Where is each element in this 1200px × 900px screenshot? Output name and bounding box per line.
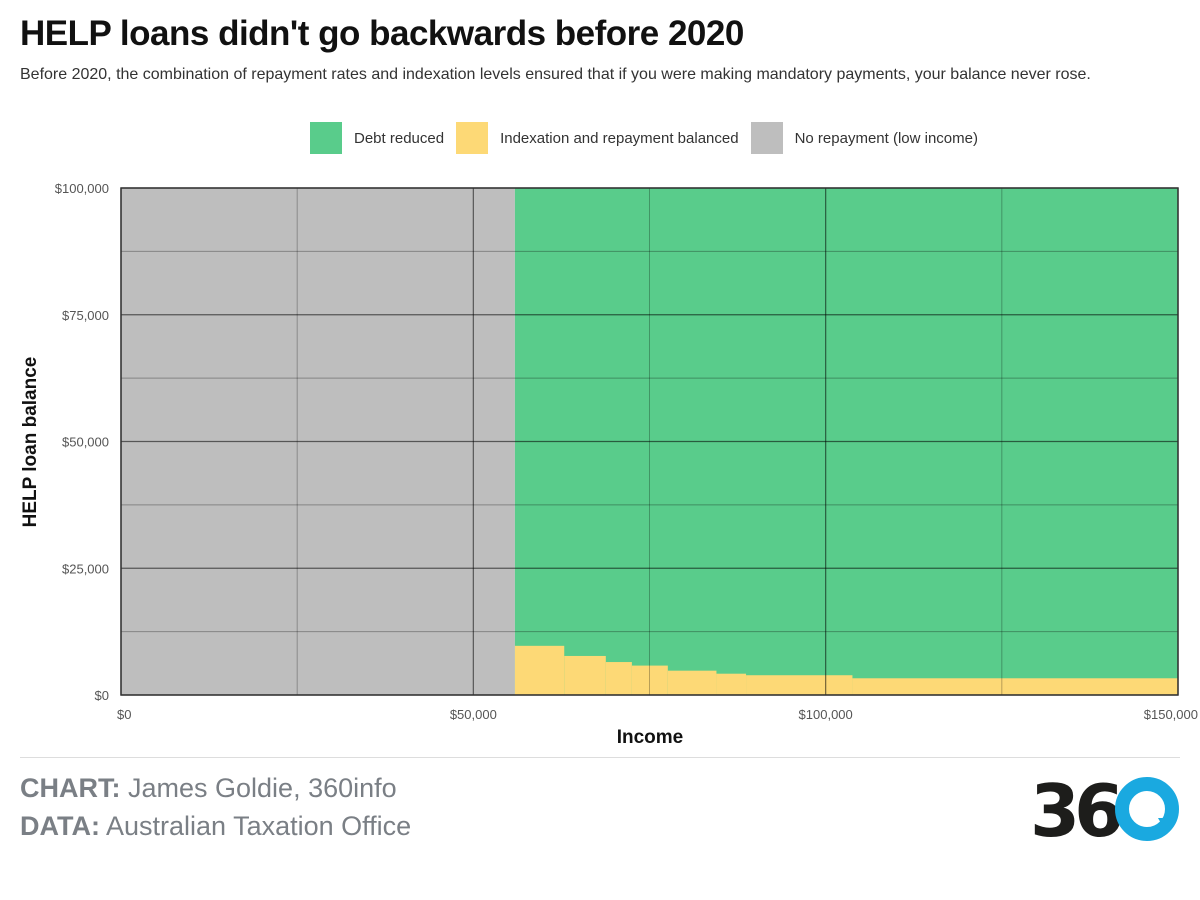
y-tick-label-2: $50,000 bbox=[62, 435, 109, 450]
balanced-step-3 bbox=[631, 665, 668, 695]
chart-title: HELP loans didn't go backwards before 20… bbox=[20, 14, 744, 53]
footer-divider bbox=[20, 757, 1180, 758]
legend-item-debt-reduced: Debt reduced bbox=[310, 122, 444, 154]
y-tick-label-1: $25,000 bbox=[62, 561, 109, 576]
legend-swatch-no-repayment bbox=[750, 122, 783, 154]
credit-chart: CHART: James Goldie, 360info bbox=[20, 773, 397, 804]
x-axis-ticks: $0 $50,000 $100,000 $150,000 bbox=[117, 707, 1198, 722]
credit-data-value: Australian Taxation Office bbox=[99, 811, 412, 841]
y-tick-label-4: $100,000 bbox=[55, 181, 109, 196]
legend-item-balanced: Indexation and repayment balanced bbox=[456, 122, 739, 154]
balanced-step-4 bbox=[667, 670, 717, 695]
x-tick-label-2: $100,000 bbox=[799, 707, 853, 722]
x-tick-label-3: $150,000 bbox=[1144, 707, 1198, 722]
logo-ring-icon bbox=[1115, 777, 1179, 841]
chart-plot: $0 $25,000 $50,000 $75,000 $100,000 $0 $50,00… bbox=[20, 181, 1198, 748]
y-axis-label: HELP loan balance bbox=[20, 357, 41, 528]
balanced-step-6 bbox=[746, 675, 853, 695]
360-logo-text: 36 bbox=[1030, 772, 1121, 842]
balanced-step-7 bbox=[852, 678, 1178, 695]
legend-label-balanced: Indexation and repayment balanced bbox=[500, 129, 739, 147]
360info-logo: 36 bbox=[1030, 772, 1179, 842]
credit-data-label: DATA: bbox=[20, 811, 100, 841]
legend-swatch-balanced bbox=[456, 122, 489, 154]
legend-swatch-debt-reduced bbox=[310, 122, 342, 154]
legend-label-debt-reduced: Debt reduced bbox=[354, 129, 445, 147]
y-axis-ticks: $0 $25,000 $50,000 $75,000 $100,000 bbox=[55, 181, 109, 703]
x-tick-label-0: $0 bbox=[117, 707, 131, 722]
balanced-step-0 bbox=[514, 645, 565, 695]
y-tick-label-0: $0 bbox=[95, 688, 109, 703]
credit-chart-label: CHART: bbox=[20, 773, 121, 803]
x-tick-label-1: $50,000 bbox=[450, 707, 497, 722]
legend-label-no-repayment: No repayment (low income) bbox=[794, 129, 978, 147]
plot-border bbox=[120, 187, 1179, 696]
credit-data: DATA: Australian Taxation Office bbox=[20, 811, 411, 842]
logo-arrow-icon bbox=[1158, 818, 1176, 832]
chart-legend: Debt reduced Indexation and repayment ba… bbox=[310, 122, 990, 154]
grid-lines bbox=[120, 187, 1179, 696]
chart-subtitle: Before 2020, the combination of repaymen… bbox=[20, 66, 1091, 83]
legend-item-no-repayment: No repayment (low income) bbox=[750, 122, 978, 154]
balanced-step-1 bbox=[564, 655, 606, 695]
balanced-step-2 bbox=[605, 662, 632, 695]
credit-chart-value: James Goldie, 360info bbox=[120, 773, 397, 803]
y-tick-label-3: $75,000 bbox=[62, 308, 109, 323]
balanced-step-5 bbox=[716, 673, 747, 695]
x-axis-label: Income bbox=[617, 727, 684, 748]
